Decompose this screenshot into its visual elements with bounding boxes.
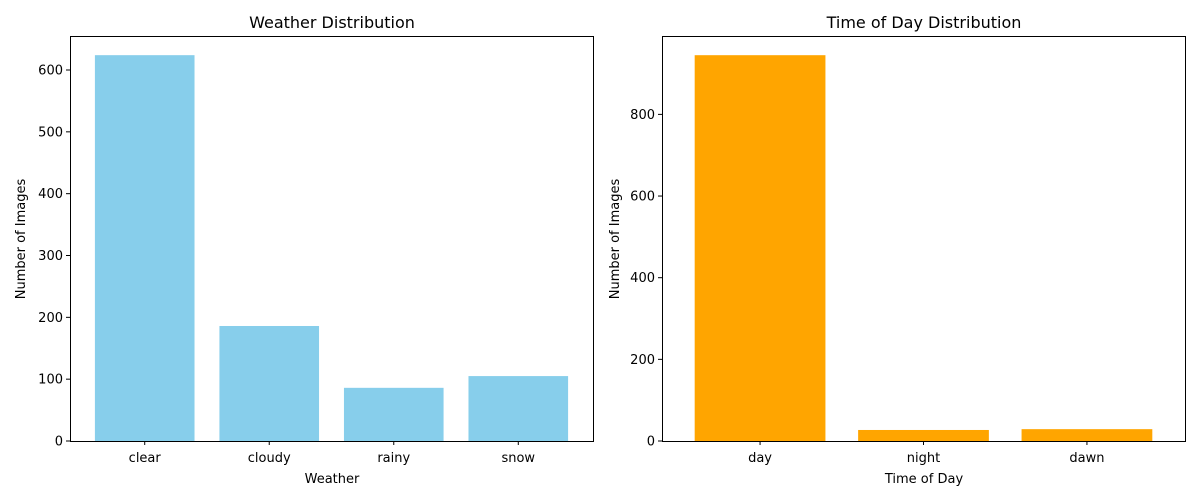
y-axis-ticks: 0 200 400 600 800 (630, 108, 662, 450)
bars (694, 55, 1153, 441)
y-tick-label: 800 (630, 108, 655, 123)
x-axis-ticks: day night dawn (748, 441, 1104, 466)
bar-day (694, 55, 826, 441)
y-tick-label: 0 (55, 435, 63, 450)
y-tick-label: 400 (630, 271, 655, 286)
y-tick-label: 200 (630, 353, 655, 368)
y-axis-label: Number of Images (608, 179, 623, 300)
weather-chart: Weather Distribution 0 100 200 300 400 500 600… (14, 13, 594, 487)
chart-title: Time of Day Distribution (826, 13, 1022, 32)
bar-cloudy (219, 325, 320, 441)
y-tick-label: 600 (38, 64, 63, 79)
y-tick-label: 200 (38, 311, 63, 326)
bars (94, 55, 569, 441)
x-tick-label: clear (129, 451, 162, 466)
time-of-day-chart: Time of Day Distribution 0 200 400 600 800 d… (608, 13, 1186, 487)
x-axis-label: Weather (305, 472, 360, 487)
y-tick-label: 100 (38, 373, 63, 388)
bar-rainy (343, 387, 444, 441)
y-tick-label: 0 (647, 435, 655, 450)
x-tick-label: night (907, 451, 940, 466)
y-tick-label: 300 (38, 249, 63, 264)
plot-frame (70, 36, 594, 442)
bar-night (858, 429, 989, 441)
x-axis-label: Time of Day (884, 472, 964, 487)
bar-snow (468, 376, 569, 441)
x-tick-label: dawn (1069, 451, 1104, 466)
x-tick-label: cloudy (248, 451, 291, 466)
bar-clear (94, 55, 195, 441)
bar-dawn (1021, 429, 1153, 441)
y-tick-label: 600 (630, 190, 655, 205)
x-tick-label: snow (501, 451, 535, 466)
chart-title: Weather Distribution (249, 13, 415, 32)
y-axis-label: Number of Images (14, 179, 29, 300)
x-axis-ticks: clear cloudy rainy snow (129, 441, 535, 466)
x-tick-label: day (748, 451, 772, 466)
y-tick-label: 400 (38, 187, 63, 202)
y-tick-label: 500 (38, 125, 63, 140)
x-tick-label: rainy (377, 451, 410, 466)
plot-frame (662, 36, 1186, 442)
y-axis-ticks: 0 100 200 300 400 500 600 (38, 64, 70, 450)
